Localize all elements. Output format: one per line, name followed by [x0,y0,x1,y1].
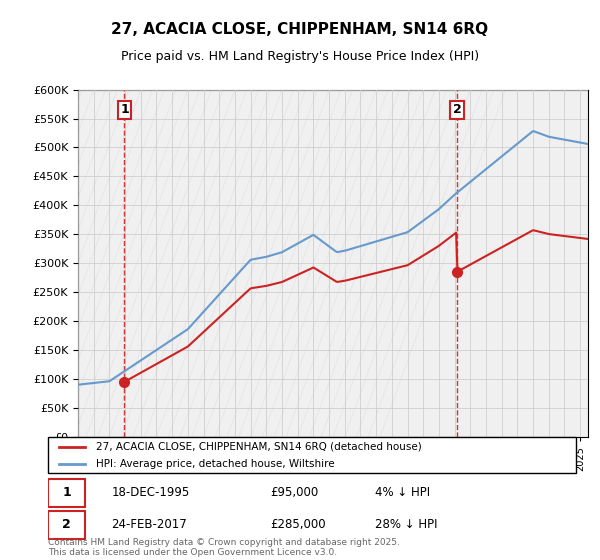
FancyBboxPatch shape [48,511,85,539]
Text: Contains HM Land Registry data © Crown copyright and database right 2025.
This d: Contains HM Land Registry data © Crown c… [48,538,400,557]
Text: 27, ACACIA CLOSE, CHIPPENHAM, SN14 6RQ (detached house): 27, ACACIA CLOSE, CHIPPENHAM, SN14 6RQ (… [95,442,421,452]
Text: 24-FEB-2017: 24-FEB-2017 [112,519,187,531]
Text: 2: 2 [62,519,71,531]
Text: £95,000: £95,000 [270,486,318,500]
Text: 18-DEC-1995: 18-DEC-1995 [112,486,190,500]
FancyBboxPatch shape [48,479,85,507]
Text: 1: 1 [120,104,129,116]
Text: 2: 2 [452,104,461,116]
Text: 1: 1 [62,486,71,500]
Text: 28% ↓ HPI: 28% ↓ HPI [376,519,438,531]
Text: £285,000: £285,000 [270,519,325,531]
Text: HPI: Average price, detached house, Wiltshire: HPI: Average price, detached house, Wilt… [95,459,334,469]
Text: Price paid vs. HM Land Registry's House Price Index (HPI): Price paid vs. HM Land Registry's House … [121,50,479,63]
Text: 27, ACACIA CLOSE, CHIPPENHAM, SN14 6RQ: 27, ACACIA CLOSE, CHIPPENHAM, SN14 6RQ [112,22,488,38]
FancyBboxPatch shape [48,437,576,473]
Text: 4% ↓ HPI: 4% ↓ HPI [376,486,430,500]
